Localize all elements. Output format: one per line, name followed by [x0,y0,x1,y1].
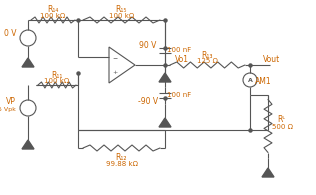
Text: 90 V: 90 V [139,42,157,51]
Text: 100 kΩ: 100 kΩ [109,13,134,19]
Text: Vout: Vout [263,56,281,65]
Polygon shape [262,168,274,177]
Text: 100 kΩ: 100 kΩ [40,13,66,19]
Text: 0 V: 0 V [3,29,16,38]
Text: 125 Ω: 125 Ω [197,58,218,64]
Text: VP: VP [6,98,16,106]
Text: 99.88 kΩ: 99.88 kΩ [106,161,137,167]
Text: A: A [247,77,252,82]
Polygon shape [159,118,171,127]
Polygon shape [22,58,34,67]
Text: -90 V: -90 V [138,97,158,105]
Text: R₁₅: R₁₅ [116,5,127,14]
Text: R₁₁: R₁₁ [51,71,63,80]
Polygon shape [22,140,34,149]
Text: +: + [112,70,117,75]
Text: AM1: AM1 [255,76,271,85]
Polygon shape [159,73,171,82]
Text: Vo1: Vo1 [175,56,189,65]
Text: 2.5 Vpk: 2.5 Vpk [0,107,16,113]
Text: R₁₄: R₁₄ [47,5,59,14]
Text: 500 Ω: 500 Ω [272,124,294,130]
Text: 100 kΩ: 100 kΩ [44,78,70,84]
Text: 100 nF: 100 nF [167,47,191,53]
Text: 100 nF: 100 nF [167,92,191,98]
Text: −: − [112,55,117,60]
Text: Rᴸ: Rᴸ [277,115,285,124]
Text: R₁₂: R₁₂ [116,153,127,162]
Text: R₁₃: R₁₃ [202,51,213,59]
